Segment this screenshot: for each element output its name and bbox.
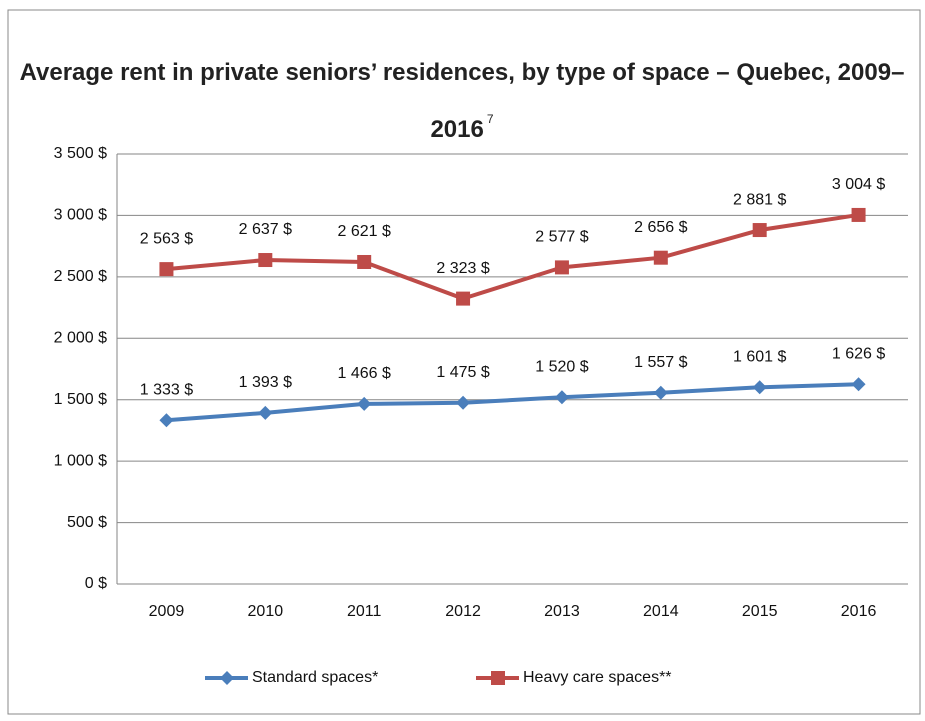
data-label: 1 626 $ [832,345,885,362]
series-line [166,212,859,301]
data-point [456,291,471,306]
data-point [851,377,866,392]
x-tick-label: 2014 [643,603,679,620]
data-label: 1 557 $ [634,354,687,371]
data-point [159,262,174,277]
y-tick-label: 3 500 $ [54,145,107,162]
data-label: 2 323 $ [436,260,489,277]
chart-border [7,9,921,715]
y-tick-label: 0 $ [85,575,107,592]
legend-label: Standard spaces* [252,669,378,686]
data-label: 2 563 $ [140,230,193,247]
legend-marker [220,671,234,685]
x-tick-label: 2011 [347,603,382,620]
data-label: 2 577 $ [535,229,588,246]
x-tick-label: 2010 [248,603,284,620]
data-point [851,207,866,222]
legend-label: Heavy care spaces** [523,669,672,686]
y-tick-label: 2 500 $ [54,268,107,285]
y-tick-label: 1 500 $ [54,391,107,408]
data-label: 2 656 $ [634,219,687,236]
data-point [653,385,668,400]
data-label: 3 004 $ [832,176,885,193]
data-label: 2 621 $ [337,223,390,240]
series-line [166,382,859,423]
title-superscript: 7 [486,112,494,126]
data-label: 2 637 $ [239,221,292,238]
legend-marker [491,671,505,685]
data-point [159,413,174,428]
data-label: 1 475 $ [436,364,489,381]
data-point [752,223,767,238]
data-label: 1 520 $ [535,358,588,375]
data-point [258,253,273,268]
data-label: 1 466 $ [337,365,390,382]
data-point [554,390,569,405]
data-point [357,396,372,411]
y-tick-label: 2 000 $ [54,330,107,347]
data-point [752,380,767,395]
y-tick-label: 500 $ [67,514,107,531]
data-point [258,405,273,420]
y-tick-label: 1 000 $ [54,452,107,469]
data-label: 1 393 $ [239,374,292,391]
chart-title-box: Average rent in private seniors’ residen… [12,50,912,153]
y-tick-label: 3 000 $ [54,207,107,224]
x-tick-label: 2016 [841,603,877,620]
x-tick-label: 2012 [445,603,481,620]
data-label: 2 881 $ [733,191,786,208]
data-point [554,260,569,275]
x-tick-label: 2009 [149,603,185,620]
data-label: 1 601 $ [733,349,786,366]
x-tick-label: 2013 [544,603,580,620]
x-tick-label: 2015 [742,603,778,620]
data-label: 1 333 $ [140,381,193,398]
chart-title: Average rent in private seniors’ residen… [19,59,905,143]
data-point [357,254,372,269]
data-point [456,395,471,410]
data-point [653,250,668,265]
